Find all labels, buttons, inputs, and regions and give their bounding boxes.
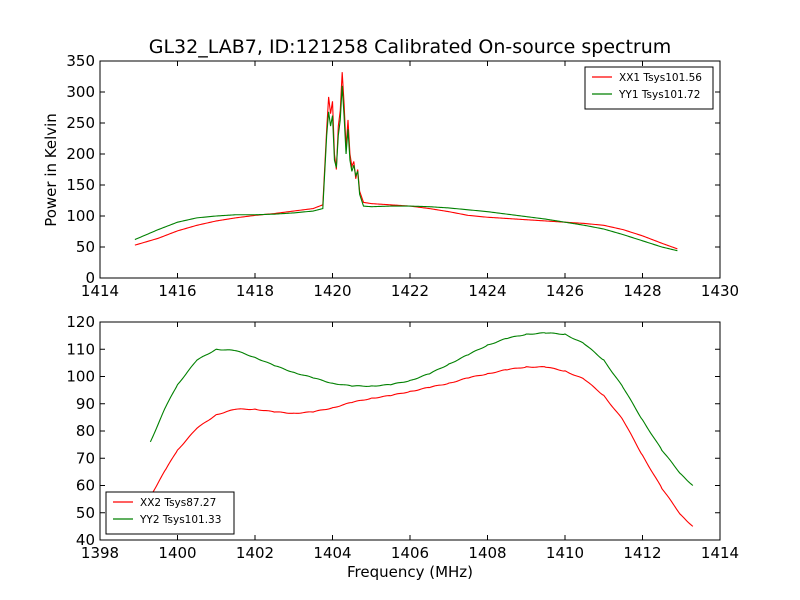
x-tick-label: 1422 xyxy=(391,282,429,300)
legend-box xyxy=(105,491,235,535)
x-tick-label: 1420 xyxy=(313,282,351,300)
x-tick-label: 1416 xyxy=(158,282,196,300)
figure-title: GL32_LAB7, ID:121258 Calibrated On-sourc… xyxy=(149,36,672,58)
x-tick-label: 1430 xyxy=(701,282,739,300)
legend-box xyxy=(584,66,714,110)
x-tick-label: 1418 xyxy=(236,282,274,300)
y-tick-label: 350 xyxy=(66,52,95,70)
y-axis-label: Power in Kelvin xyxy=(42,113,60,227)
bottom-plot: 1398 1400 1402 1404 1406 1408 1410 1412 1414 40 50… xyxy=(66,313,739,562)
y-tick-label: 40 xyxy=(76,531,95,549)
x-tick-label: 1424 xyxy=(468,282,506,300)
x-tick-label: 1400 xyxy=(158,544,196,562)
x-tick-label: 1428 xyxy=(623,282,661,300)
x-tick-label: 1414 xyxy=(81,282,119,300)
y-tick-label: 250 xyxy=(66,114,95,132)
legend-label: YY1 Tsys101.72 xyxy=(618,89,700,101)
y-tick-label: 300 xyxy=(66,83,95,101)
x-tick-label: 1402 xyxy=(236,544,274,562)
y-tick-label: 120 xyxy=(66,313,95,331)
x-tick-label: 1404 xyxy=(313,544,351,562)
legend-label: XX2 Tsys87.27 xyxy=(140,497,216,509)
x-tick-label: 1410 xyxy=(546,544,584,562)
x-tick-label: 1414 xyxy=(701,544,739,562)
x-tick-label: 1398 xyxy=(81,544,119,562)
legend-label: YY2 Tsys101.33 xyxy=(139,514,221,526)
y-tick-label: 50 xyxy=(76,504,95,522)
y-tick-label: 100 xyxy=(66,207,95,225)
y-tick-label: 70 xyxy=(76,449,95,467)
y-tick-label: 110 xyxy=(66,340,95,358)
y-tick-label: 60 xyxy=(76,477,95,495)
series-line-2 xyxy=(149,332,694,486)
legend: XX1 Tsys101.56 YY1 Tsys101.72 xyxy=(584,66,714,110)
top-plot: 1414 1416 1418 1420 1422 1424 1426 1428 1430 0 50 1… xyxy=(66,52,739,300)
legend: XX2 Tsys87.27 YY2 Tsys101.33 xyxy=(105,491,235,535)
y-tick-label: 200 xyxy=(66,145,95,163)
y-tick-label: 150 xyxy=(66,176,95,194)
y-tick-label: 100 xyxy=(66,368,95,386)
x-tick-label: 1412 xyxy=(623,544,661,562)
series-line-2 xyxy=(134,85,678,252)
y-tick-label: 50 xyxy=(76,238,95,256)
x-tick-label: 1408 xyxy=(468,544,506,562)
series-line-1 xyxy=(149,366,694,527)
y-tick-label: 90 xyxy=(76,395,95,413)
x-tick-label: 1426 xyxy=(546,282,584,300)
y-tick-label: 80 xyxy=(76,422,95,440)
legend-label: XX1 Tsys101.56 xyxy=(619,72,702,84)
x-tick-label: 1406 xyxy=(391,544,429,562)
x-axis-label: Frequency (MHz) xyxy=(347,563,473,581)
y-tick-label: 0 xyxy=(85,269,95,287)
